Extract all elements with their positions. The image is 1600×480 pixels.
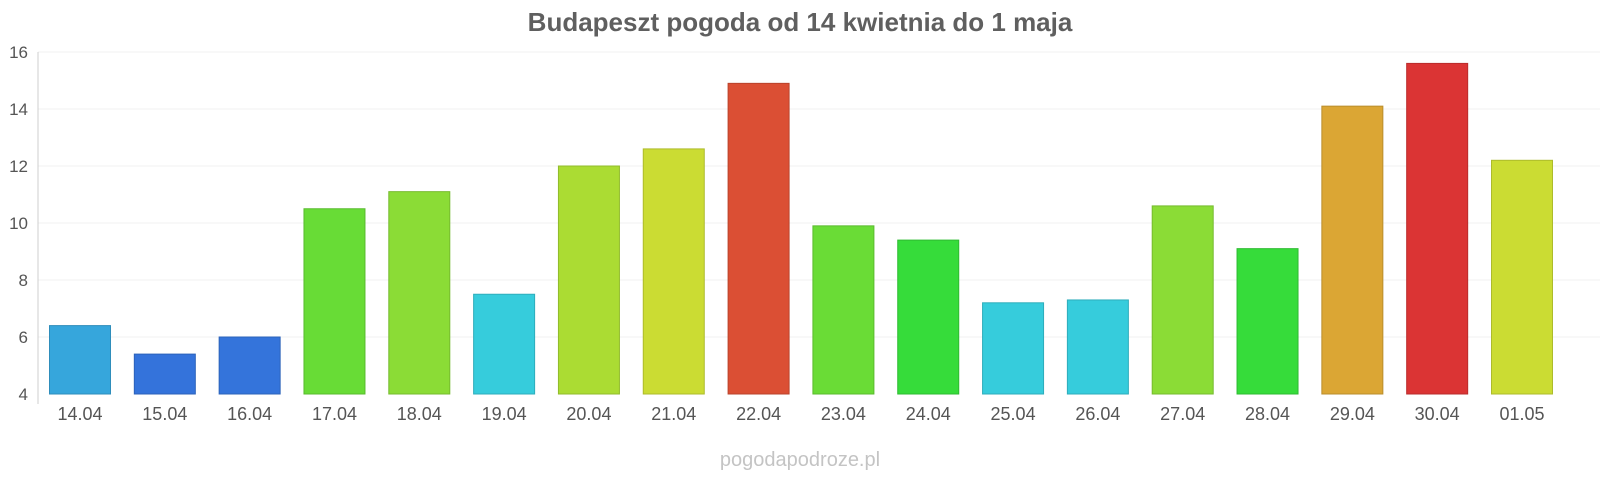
x-tick-label: 14.04 bbox=[57, 404, 102, 424]
bar-21.04 bbox=[642, 148, 705, 395]
x-tick-label: 17.04 bbox=[312, 404, 357, 424]
bar-18.04 bbox=[388, 191, 451, 395]
x-tick-label: 27.04 bbox=[1160, 404, 1205, 424]
x-tick-label: 23.04 bbox=[821, 404, 866, 424]
x-tick-label: 01.05 bbox=[1499, 404, 1544, 424]
x-tick-label: 15.04 bbox=[142, 404, 187, 424]
bar-25.04 bbox=[982, 302, 1045, 395]
y-axis-ticks: 4 6 8 10 12 14 16 bbox=[9, 43, 28, 404]
bar-20.04 bbox=[557, 165, 620, 395]
bar-30.04 bbox=[1406, 62, 1469, 395]
x-tick-label: 25.04 bbox=[991, 404, 1036, 424]
y-tick-label: 14 bbox=[9, 100, 28, 119]
watermark: pogodapodroze.pl bbox=[720, 449, 880, 471]
bar-14.04 bbox=[49, 325, 111, 395]
x-tick-label: 22.04 bbox=[736, 404, 781, 424]
x-tick-label: 26.04 bbox=[1075, 404, 1120, 424]
y-tick-label: 16 bbox=[9, 43, 28, 62]
bar-15.04 bbox=[133, 353, 196, 395]
bar-29.04 bbox=[1321, 105, 1384, 395]
y-tick-label: 8 bbox=[19, 271, 28, 290]
bar-16.04 bbox=[218, 336, 281, 395]
x-axis-labels: 14.04 15.04 16.04 17.04 18.04 19.04 20.04 21.04… bbox=[57, 404, 1544, 424]
x-tick-label: 20.04 bbox=[566, 404, 611, 424]
bar-17.04 bbox=[303, 208, 366, 395]
x-tick-label: 24.04 bbox=[906, 404, 951, 424]
y-tick-label: 12 bbox=[9, 157, 28, 176]
bar-26.04 bbox=[1066, 299, 1129, 395]
bar-01.05 bbox=[1491, 159, 1553, 395]
x-tick-label: 19.04 bbox=[482, 404, 527, 424]
y-tick-label: 4 bbox=[19, 385, 28, 404]
x-tick-label: 29.04 bbox=[1330, 404, 1375, 424]
bar-23.04 bbox=[812, 225, 875, 395]
bar-22.04 bbox=[727, 82, 790, 395]
x-tick-label: 16.04 bbox=[227, 404, 272, 424]
x-tick-label: 30.04 bbox=[1415, 404, 1460, 424]
bar-27.04 bbox=[1151, 205, 1214, 395]
bar-28.04 bbox=[1236, 248, 1299, 395]
y-tick-label: 10 bbox=[9, 214, 28, 233]
chart-title: Budapeszt pogoda od 14 kwietnia do 1 maj… bbox=[528, 7, 1073, 37]
x-tick-label: 28.04 bbox=[1245, 404, 1290, 424]
x-tick-label: 21.04 bbox=[651, 404, 696, 424]
y-tick-label: 6 bbox=[19, 328, 28, 347]
bars bbox=[49, 62, 1553, 395]
x-tick-label: 18.04 bbox=[397, 404, 442, 424]
bar-24.04 bbox=[897, 239, 960, 395]
bar-19.04 bbox=[473, 293, 536, 395]
